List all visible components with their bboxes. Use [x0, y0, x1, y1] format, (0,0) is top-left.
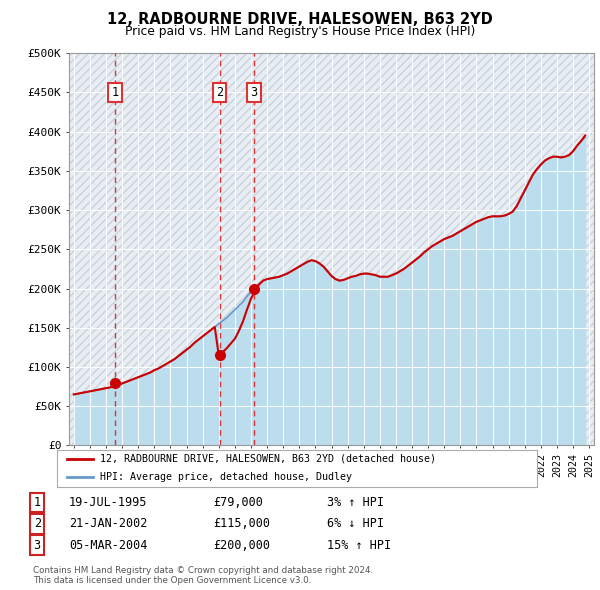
Text: 3: 3: [34, 539, 41, 552]
Text: 21-JAN-2002: 21-JAN-2002: [69, 517, 148, 530]
Text: 3: 3: [250, 86, 257, 99]
Text: 2: 2: [34, 517, 41, 530]
Text: 6% ↓ HPI: 6% ↓ HPI: [327, 517, 384, 530]
Text: 12, RADBOURNE DRIVE, HALESOWEN, B63 2YD (detached house): 12, RADBOURNE DRIVE, HALESOWEN, B63 2YD …: [100, 454, 436, 464]
Text: 3% ↑ HPI: 3% ↑ HPI: [327, 496, 384, 509]
Text: 19-JUL-1995: 19-JUL-1995: [69, 496, 148, 509]
Text: £200,000: £200,000: [213, 539, 270, 552]
Text: 2: 2: [216, 86, 223, 99]
Text: Contains HM Land Registry data © Crown copyright and database right 2024.
This d: Contains HM Land Registry data © Crown c…: [33, 566, 373, 585]
Text: £79,000: £79,000: [213, 496, 263, 509]
Text: 15% ↑ HPI: 15% ↑ HPI: [327, 539, 391, 552]
Text: 1: 1: [34, 496, 41, 509]
Text: 05-MAR-2004: 05-MAR-2004: [69, 539, 148, 552]
Text: HPI: Average price, detached house, Dudley: HPI: Average price, detached house, Dudl…: [100, 473, 352, 483]
Text: £115,000: £115,000: [213, 517, 270, 530]
Text: Price paid vs. HM Land Registry's House Price Index (HPI): Price paid vs. HM Land Registry's House …: [125, 25, 475, 38]
Text: 1: 1: [112, 86, 118, 99]
Text: 12, RADBOURNE DRIVE, HALESOWEN, B63 2YD: 12, RADBOURNE DRIVE, HALESOWEN, B63 2YD: [107, 12, 493, 27]
